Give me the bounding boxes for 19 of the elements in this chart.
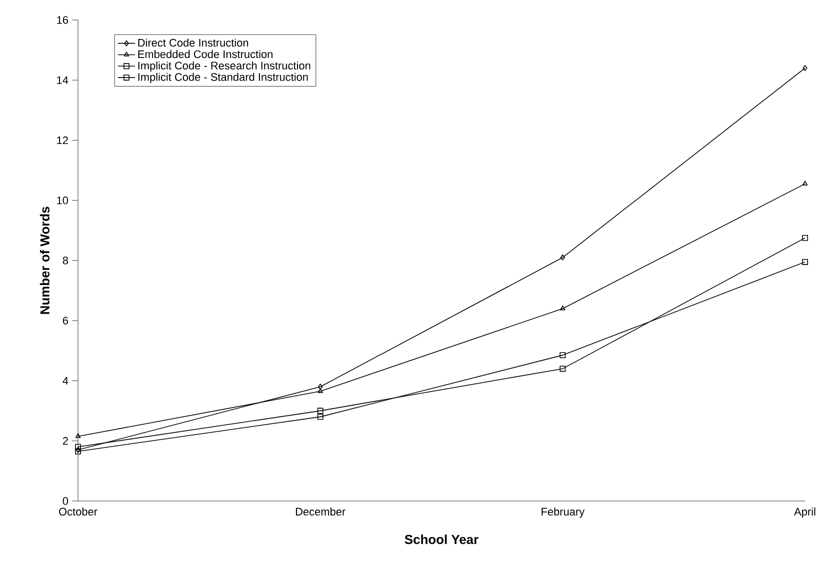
legend-label: Implicit Code - Research Instruction: [138, 61, 310, 72]
x-axis-title: School Year: [404, 534, 478, 544]
y-axis-title: Number of Words: [40, 206, 50, 314]
x-tick-label: October: [59, 508, 98, 516]
legend-label: Embedded Code Instruction: [138, 50, 272, 58]
y-tick-label: 10: [57, 196, 68, 204]
y-tick-label: 12: [57, 136, 68, 144]
y-tick-label: 14: [57, 76, 68, 84]
y-tick-label: 4: [62, 376, 68, 385]
x-tick-label: April: [794, 508, 816, 518]
y-tick-label: 0: [62, 497, 68, 505]
legend-label: Implicit Code - Standard Instruction: [138, 72, 308, 84]
legend-label: Direct Code Instruction: [138, 38, 248, 47]
y-tick-label: 6: [62, 316, 68, 324]
y-tick-label: 8: [62, 256, 68, 264]
y-tick-label: 2: [62, 437, 68, 445]
x-tick-label: February: [542, 508, 585, 518]
x-tick-label: December: [296, 508, 346, 516]
y-tick-label: 16: [57, 16, 68, 24]
